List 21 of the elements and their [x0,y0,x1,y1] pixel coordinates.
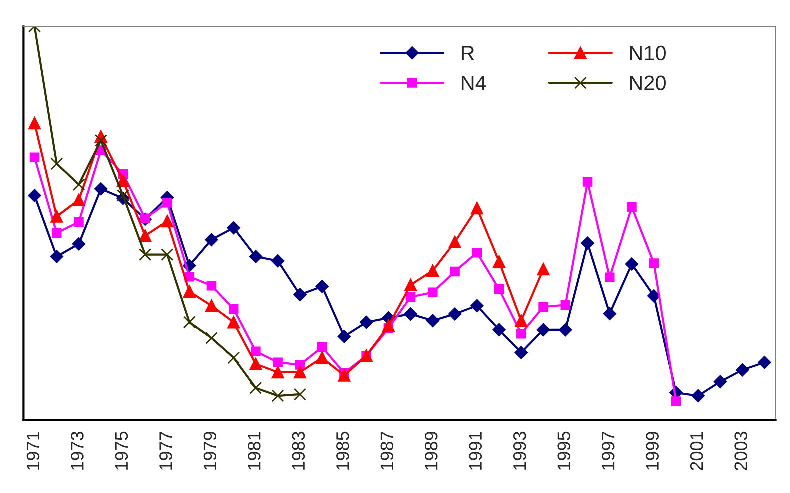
x-tick-label: 1991 [469,432,482,470]
x-tick-label: 1977 [160,432,172,470]
x-tick-label: 2003 [734,432,748,470]
legend-label: N10 [630,46,666,61]
x-tick-label: 1981 [248,432,261,470]
legend-label: N20 [630,76,666,91]
legend-label: N4 [462,76,486,90]
x-tick-label: 1995 [558,432,570,470]
x-tick-label: 1989 [424,432,438,470]
x-tick-label: 1999 [646,432,659,470]
x-tick-label: 1975 [115,432,128,470]
x-tick-label: 1973 [71,432,84,470]
x-tick-label: 1971 [26,432,40,470]
x-tick-label: 1993 [513,432,526,470]
x-tick-label: 1983 [292,432,306,470]
legend-label: R [462,46,474,60]
x-tick-label: 2001 [690,432,704,470]
x-tick-label: 1997 [602,432,615,470]
x-tick-label: 1985 [336,432,350,470]
x-tick-label: 1979 [204,432,217,470]
x-tick-label: 1987 [380,432,394,470]
